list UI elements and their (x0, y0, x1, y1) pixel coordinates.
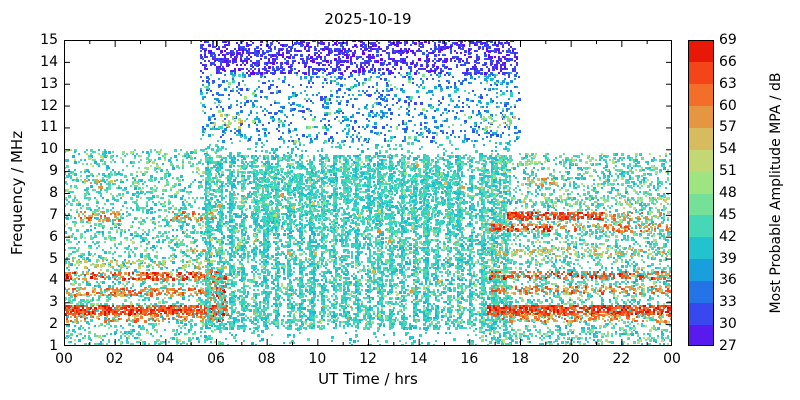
colorbar-tick-label: 51 (719, 163, 737, 180)
y-tick-label: 4 (49, 272, 58, 289)
colorbar-tick-label: 33 (719, 294, 737, 311)
y-tick-label: 3 (49, 294, 58, 311)
y-axis-label: Frequency / MHz (8, 130, 26, 256)
colorbar-tick-label: 66 (719, 53, 737, 70)
y-tick-label: 2 (49, 316, 58, 333)
colorbar-tick-label: 60 (719, 97, 737, 114)
x-tick-label: 00 (55, 351, 73, 367)
y-tick-label: 15 (40, 32, 58, 48)
x-tick-label: 16 (460, 351, 479, 367)
colorbar-label: Most Probable Amplitude MPA / dB (768, 72, 784, 314)
y-tick-label: 10 (40, 141, 58, 158)
x-tick-label: 12 (359, 351, 377, 367)
y-tick-label: 7 (49, 206, 58, 223)
colorbar-tick-label: 36 (719, 272, 737, 289)
y-tick-label: 14 (40, 53, 58, 70)
y-tick-label: 11 (40, 119, 58, 136)
x-axis-label: UT Time / hrs (318, 370, 418, 388)
heatmap-canvas (64, 40, 672, 346)
y-tick-label: 6 (49, 228, 58, 245)
colorbar-tick-label: 54 (719, 141, 737, 158)
x-tick-label: 04 (156, 351, 175, 367)
y-tick-label: 13 (40, 75, 58, 92)
colorbar-tick-label: 57 (719, 119, 737, 136)
colorbar-tick-label: 30 (719, 316, 737, 333)
colorbar-tick-label: 63 (719, 75, 737, 92)
x-tick-label: 20 (561, 351, 580, 367)
x-tick-label: 08 (257, 351, 276, 367)
colorbar-tick-label: 27 (719, 338, 737, 354)
x-tick-label: 18 (511, 351, 529, 367)
y-tick-label: 9 (49, 163, 58, 180)
x-tick-label: 06 (207, 351, 225, 367)
x-tick-label: 22 (612, 351, 631, 367)
colorbar-tick-label: 42 (719, 228, 737, 245)
x-tick-label: 00 (663, 351, 681, 367)
y-tick-label: 8 (49, 185, 58, 201)
x-tick-label: 10 (308, 351, 327, 367)
colorbar-tick-label: 48 (719, 185, 737, 201)
y-tick-label: 1 (49, 338, 58, 354)
x-tick-label: 14 (409, 351, 428, 367)
colorbar-canvas (688, 40, 714, 346)
x-tick-label: 02 (105, 351, 124, 367)
colorbar-tick-label: 39 (719, 250, 737, 267)
y-tick-label: 12 (40, 97, 58, 114)
colorbar-tick-label: 45 (719, 206, 737, 223)
chart-title: 2025-10-19 (324, 10, 412, 28)
colorbar-tick-label: 69 (719, 32, 737, 48)
y-tick-label: 5 (49, 250, 58, 267)
